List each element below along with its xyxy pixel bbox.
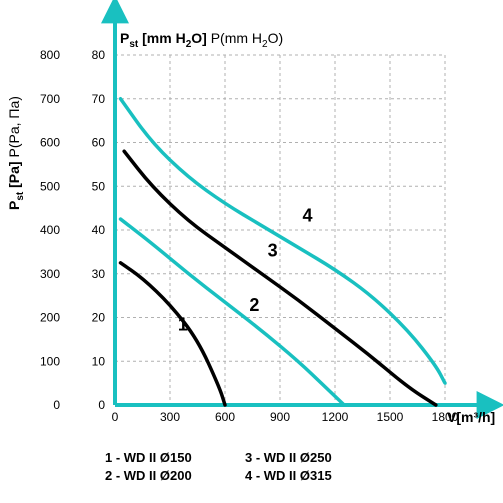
y-tick-label: 800 (40, 48, 60, 62)
x-tick-label: 0 (112, 410, 119, 424)
y-axis-title: Pst [Pa] P(Pa, Па) (6, 96, 26, 210)
y-tick-label: 300 (40, 267, 60, 281)
y-tick-label: 400 (40, 223, 60, 237)
y2-tick-label: 40 (92, 223, 106, 237)
series-2 (121, 219, 345, 405)
y2-tick-label: 20 (92, 311, 106, 325)
y2-axis-title: Pst [mm H2O] P(mm H2O) (120, 30, 283, 50)
y-axis-title-norm: P(Pa, Па) (6, 96, 22, 157)
y2-tick-label: 30 (92, 267, 106, 281)
series-1 (121, 263, 226, 405)
chart-root: Pst [Pa] P(Pa, Па) Pst [mm H2O] P(mm H2O… (0, 0, 503, 503)
y-tick-label: 500 (40, 179, 60, 193)
y2-tick-label: 50 (92, 179, 106, 193)
x-tick-label: 600 (215, 410, 235, 424)
y-tick-label: 600 (40, 136, 60, 150)
y-tick-label: 0 (53, 398, 60, 412)
legend-item: 3 - WD II Ø250 (245, 450, 332, 465)
x-tick-label: 300 (160, 410, 180, 424)
y-axis-title-bold: Pst [Pa] (6, 161, 22, 210)
series-label-2: 2 (249, 295, 259, 315)
legend-item: 4 - WD II Ø315 (245, 468, 332, 483)
y2-tick-label: 70 (92, 92, 106, 106)
y2-tick-label: 10 (92, 354, 106, 368)
x-tick-label: 1500 (377, 410, 404, 424)
x-axis-title: V[m³/h] (447, 409, 495, 425)
x-tick-label: 900 (270, 410, 290, 424)
x-tick-label: 1200 (322, 410, 349, 424)
chart-svg: 0300600900120015001800001001020020300304… (0, 0, 503, 503)
series-label-1: 1 (178, 315, 188, 335)
y-tick-label: 200 (40, 311, 60, 325)
y2-axis-title-norm: P(mm H2O) (211, 30, 283, 46)
y2-tick-label: 60 (92, 136, 106, 150)
series-label-4: 4 (302, 205, 312, 225)
y2-tick-label: 80 (92, 48, 106, 62)
y2-tick-label: 0 (98, 398, 105, 412)
legend-item: 2 - WD II Ø200 (105, 468, 192, 483)
legend-item: 1 - WD II Ø150 (105, 450, 192, 465)
y2-axis-title-bold: Pst [mm H2O] (120, 30, 207, 46)
y-tick-label: 700 (40, 92, 60, 106)
series-label-3: 3 (268, 240, 278, 260)
series-4 (121, 99, 446, 383)
y-tick-label: 100 (40, 354, 60, 368)
